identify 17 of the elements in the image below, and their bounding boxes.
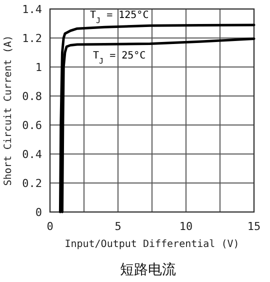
- y-tick-label: 0.6: [22, 119, 42, 132]
- series-label: T$_{J}$ = 125°C: [90, 10, 149, 24]
- x-axis-title: Input/Output Differential (V): [64, 239, 240, 250]
- series-label: T$_{J}$ = 25°C: [93, 50, 146, 66]
- y-tick-label: 1: [35, 61, 42, 74]
- y-axis-title: Short Circuit Current (A): [3, 35, 14, 186]
- y-tick-label: 0.2: [22, 177, 42, 190]
- y-tick-label: 1.2: [22, 32, 42, 45]
- x-tick-label: 0: [46, 220, 54, 233]
- y-tick-label: 0.4: [22, 148, 42, 161]
- x-tick-label: 5: [114, 220, 122, 233]
- x-tick-label: 10: [179, 220, 193, 233]
- y-tick-label: 1.4: [22, 3, 42, 16]
- x-tick-label: 15: [247, 220, 261, 233]
- y-tick-label: 0.8: [22, 90, 42, 103]
- y-tick-label: 0: [35, 206, 42, 219]
- text: 短路电流: [120, 262, 176, 278]
